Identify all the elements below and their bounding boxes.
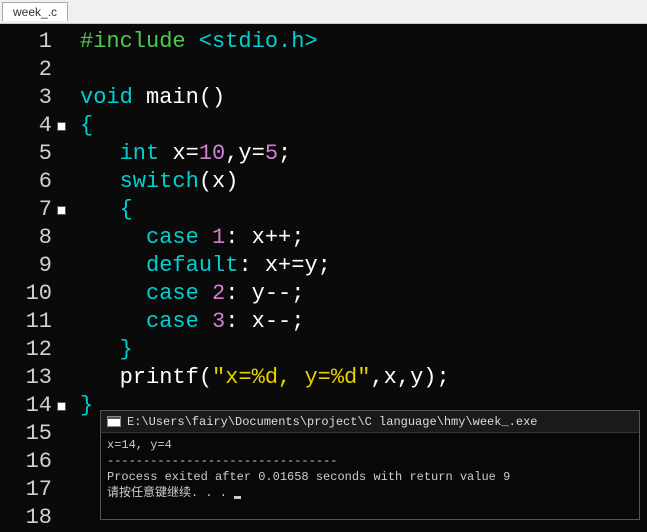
token-label: case	[146, 225, 199, 250]
code-line[interactable]: }	[80, 336, 647, 364]
token-punct	[80, 253, 146, 278]
line-number: 6	[0, 168, 52, 196]
line-number: 1	[0, 28, 52, 56]
token-brace: {	[120, 197, 133, 222]
token-ident: main	[146, 85, 199, 110]
line-number: 4	[0, 112, 52, 140]
line-number: 3	[0, 84, 52, 112]
token-punct	[133, 85, 146, 110]
line-number: 13	[0, 364, 52, 392]
token-string: "x=%d, y=%d"	[212, 365, 370, 390]
line-number: 16	[0, 448, 52, 476]
console-icon	[107, 416, 121, 427]
token-punct	[80, 337, 120, 362]
line-number: 14	[0, 392, 52, 420]
console-exit-msg: Process exited after 0.01658 seconds wit…	[107, 469, 633, 485]
token-brace: {	[80, 113, 93, 138]
token-number: 1	[212, 225, 225, 250]
code-line[interactable]: case 2: y--;	[80, 280, 647, 308]
token-punct	[80, 365, 120, 390]
cursor-icon	[234, 496, 241, 499]
console-title-text: E:\Users\fairy\Documents\project\C langu…	[127, 415, 537, 429]
line-number: 8	[0, 224, 52, 252]
code-line[interactable]: int x=10,y=5;	[80, 140, 647, 168]
token-punct	[199, 225, 212, 250]
token-label: case	[146, 309, 199, 334]
token-preproc-arg: <stdio.h>	[199, 29, 318, 54]
tab-bar: week_.c	[0, 0, 647, 24]
token-punct	[199, 281, 212, 306]
token-punct	[80, 169, 120, 194]
code-line[interactable]: switch(x)	[80, 168, 647, 196]
line-number: 17	[0, 476, 52, 504]
token-brace: }	[80, 393, 93, 418]
token-punct: : y--;	[225, 281, 304, 306]
token-punct	[80, 197, 120, 222]
token-punct: ;	[278, 141, 291, 166]
line-gutter: 123456789101112131415161718	[0, 24, 60, 528]
code-line[interactable]: {	[80, 112, 647, 140]
code-line[interactable]: case 1: x++;	[80, 224, 647, 252]
token-brace: }	[120, 337, 133, 362]
console-window[interactable]: E:\Users\fairy\Documents\project\C langu…	[100, 410, 640, 520]
code-line[interactable]: printf("x=%d, y=%d",x,y);	[80, 364, 647, 392]
token-punct: x=	[159, 141, 199, 166]
line-number: 2	[0, 56, 52, 84]
code-line[interactable]: case 3: x--;	[80, 308, 647, 336]
console-prompt: 请按任意键继续. . .	[107, 485, 633, 501]
token-keyword: void	[80, 85, 133, 110]
token-preproc: #include	[80, 29, 199, 54]
token-number: 3	[212, 309, 225, 334]
token-label: case	[146, 281, 199, 306]
token-number: 10	[199, 141, 225, 166]
line-number: 9	[0, 252, 52, 280]
line-number: 15	[0, 420, 52, 448]
console-body: x=14, y=4 ------------------------------…	[101, 433, 639, 505]
line-number: 11	[0, 308, 52, 336]
token-punct: ,x,y);	[370, 365, 449, 390]
line-number: 10	[0, 280, 52, 308]
token-punct	[199, 309, 212, 334]
token-label: default	[146, 253, 238, 278]
token-number: 2	[212, 281, 225, 306]
token-number: 5	[265, 141, 278, 166]
code-line[interactable]: default: x+=y;	[80, 252, 647, 280]
console-output: x=14, y=4	[107, 437, 633, 453]
code-line[interactable]: {	[80, 196, 647, 224]
token-ident: printf	[120, 365, 199, 390]
code-line[interactable]	[80, 56, 647, 84]
console-divider: --------------------------------	[107, 453, 633, 469]
file-tab[interactable]: week_.c	[2, 2, 68, 21]
token-punct	[80, 309, 146, 334]
code-line[interactable]: void main()	[80, 84, 647, 112]
line-number: 7	[0, 196, 52, 224]
token-punct: : x--;	[225, 309, 304, 334]
token-punct	[80, 225, 146, 250]
token-type: int	[120, 141, 160, 166]
line-number: 12	[0, 336, 52, 364]
token-punct	[80, 141, 120, 166]
token-punct: : x+=y;	[238, 253, 330, 278]
token-punct: (x)	[199, 169, 239, 194]
console-titlebar[interactable]: E:\Users\fairy\Documents\project\C langu…	[101, 411, 639, 433]
token-keyword: switch	[120, 169, 199, 194]
code-line[interactable]: #include <stdio.h>	[80, 28, 647, 56]
token-punct: : x++;	[225, 225, 304, 250]
token-punct: ()	[199, 85, 225, 110]
token-punct: (	[199, 365, 212, 390]
token-punct: ,y=	[225, 141, 265, 166]
token-punct	[80, 281, 146, 306]
line-number: 5	[0, 140, 52, 168]
